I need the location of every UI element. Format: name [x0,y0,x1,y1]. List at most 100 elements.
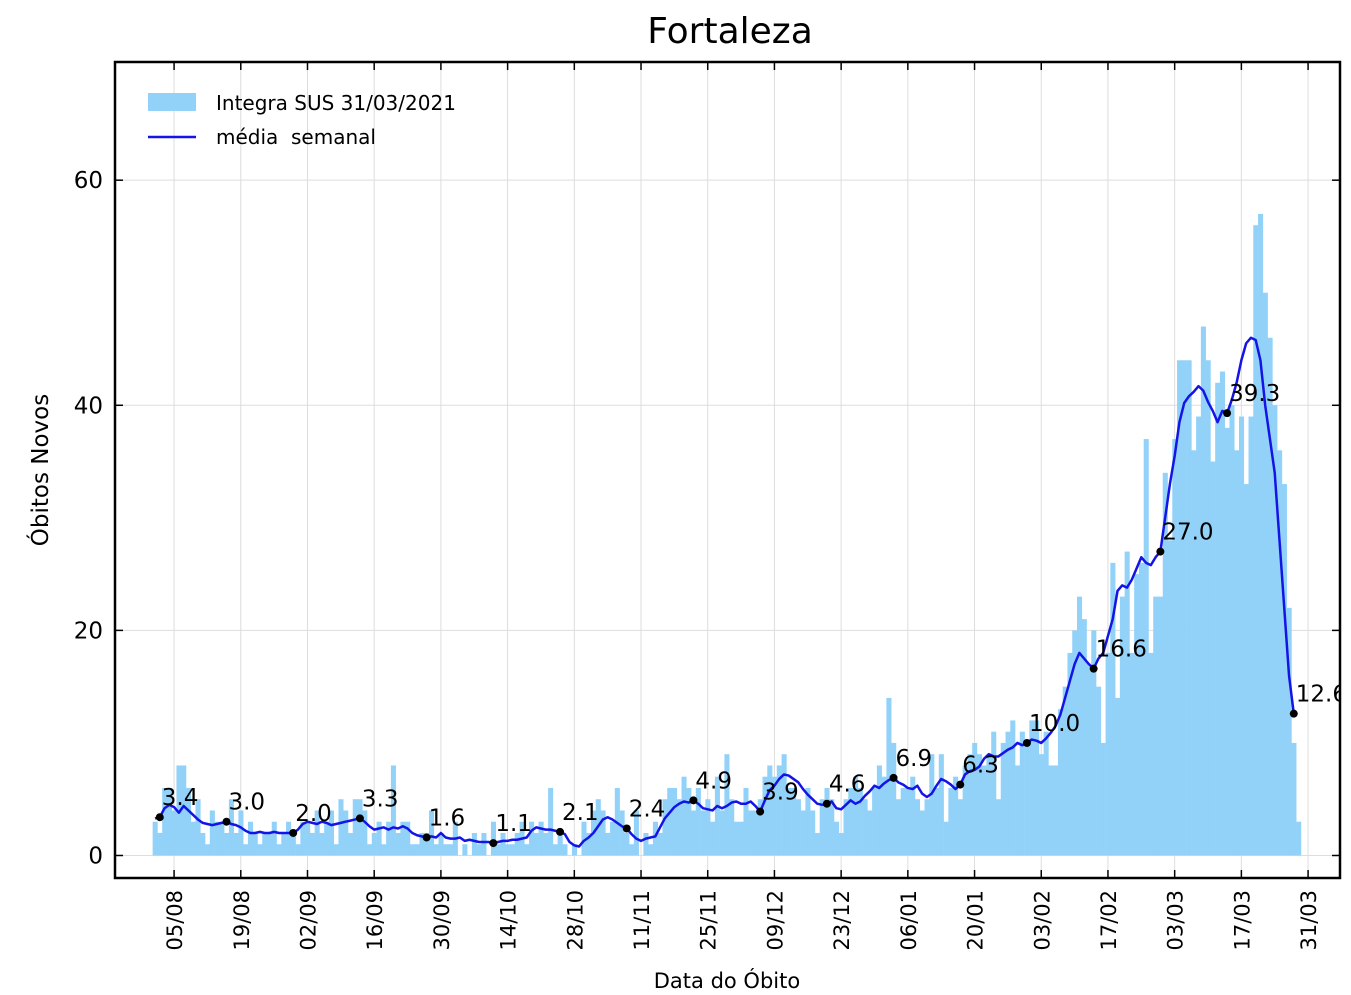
ticks: 0 20 40 60 05/08 19/08 02/09 16/09 30/09 14/10 28/… [74,62,1340,951]
chart-title: Fortaleza [647,11,813,52]
bar [667,787,673,856]
bar [286,821,292,856]
bar [1177,360,1183,856]
bar [281,832,287,856]
bar [624,832,630,856]
bar [1105,652,1111,856]
marker [355,814,364,823]
bar [1281,484,1287,856]
x-tick-label: 06/01 [897,890,921,951]
data-label: 4.9 [695,768,732,794]
bar [714,776,720,856]
marker [222,817,231,826]
bar [171,810,177,856]
bar [476,844,482,856]
legend: Integra SUS 31/03/2021 média semanal [148,91,456,149]
bar [443,844,449,856]
bar [295,844,301,856]
marker [889,773,898,782]
bar [538,821,544,856]
bar [367,844,373,856]
bar [657,832,663,856]
bar [795,799,801,856]
bar [290,832,296,856]
bar [619,810,625,856]
bar [495,844,501,856]
bar [1267,337,1273,856]
data-label: 3.9 [762,780,799,806]
bar [214,821,220,856]
bar [862,799,868,856]
bar [562,844,568,856]
bar [791,787,797,856]
data-label: 4.6 [829,772,866,798]
bar [629,844,635,856]
data-label: 2.4 [629,796,666,822]
bar [319,832,325,856]
line [154,336,1296,848]
bar [824,787,830,856]
x-axis-label: Data do Óbito [654,968,800,993]
bar [371,832,377,856]
bar [1062,686,1068,856]
bar [1057,709,1063,856]
bar [581,821,587,856]
bar [1115,697,1121,856]
bar [948,787,954,856]
grid [115,62,1340,878]
legend-label: Integra SUS 31/03/2021 [216,91,456,115]
bar [386,821,392,856]
bar [1205,360,1211,856]
bar [400,821,406,856]
x-tick-label: 23/12 [830,890,854,951]
bar [695,787,701,856]
plot-area: 3.4 3.0 2.0 3.3 1.6 1.1 2.1 2.4 4.9 3.9 4.6 6.9 6.3 1… [152,213,1347,856]
data-label: 1.6 [429,805,466,831]
bar [776,765,782,856]
marker [155,813,164,822]
marker [956,780,965,789]
bar [886,697,892,856]
bar [1234,450,1240,856]
bar [414,844,420,856]
x-tick-label: 19/08 [230,890,254,951]
bar [1229,405,1235,856]
bar [900,787,906,856]
bar [633,810,639,856]
bar [995,799,1002,856]
y-tick-label: 40 [74,393,103,419]
bar [1086,664,1092,856]
bar [991,731,997,856]
bar [881,776,887,856]
x-tick-label: 05/08 [163,890,187,951]
data-label: 3.0 [228,790,265,816]
bar [662,799,668,856]
bar [1081,619,1087,856]
marker [1223,409,1232,418]
bar [586,832,592,856]
bar [767,765,773,856]
x-tick-label: 17/03 [1230,890,1254,951]
x-tick-label: 09/12 [763,890,787,951]
data-label: 12.6 [1296,682,1347,708]
bar [343,810,349,856]
bar [481,832,487,856]
bar [691,810,697,856]
bar [943,821,949,856]
axes-frame [113,60,1342,880]
marker [1022,738,1031,747]
bar [1172,439,1178,856]
bar [1048,765,1054,856]
bar [914,799,921,856]
x-tick-label: 16/09 [363,890,387,951]
bar [543,832,549,856]
bar [681,776,687,856]
bar [200,832,206,856]
bar [185,787,192,856]
bar [490,821,496,856]
bar [757,799,763,856]
bar [962,765,968,856]
marker [689,796,698,805]
bar [833,821,840,856]
bar [252,832,258,856]
